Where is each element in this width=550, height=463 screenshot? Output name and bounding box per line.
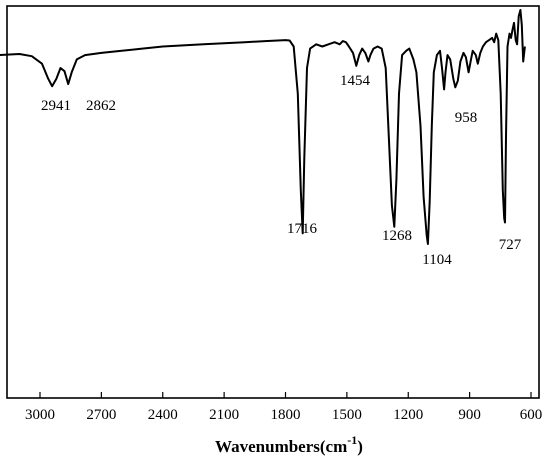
x-tick-label: 2400 — [148, 407, 178, 423]
peak-label: 958 — [455, 110, 478, 126]
x-tick-label: 1200 — [393, 407, 423, 423]
peak-label: 1104 — [422, 252, 452, 268]
x-axis-title: Wavenumbers(cm-1) — [215, 433, 363, 456]
x-tick-label: 900 — [458, 407, 481, 423]
peak-label: 2941 — [41, 98, 71, 114]
x-axis-title-superscript: -1 — [347, 433, 357, 447]
plot-border — [6, 5, 540, 399]
peak-annotations: 2941 2862 1454 1716 1268 1104 958 727 — [41, 73, 522, 268]
x-tick-label: 2100 — [209, 407, 239, 423]
x-axis: 3000 2700 2400 2100 1800 1500 1200 900 600 — [25, 392, 542, 423]
spectrum-line — [0, 9, 526, 245]
spectrum-series — [0, 9, 526, 245]
peak-label: 727 — [499, 237, 522, 253]
x-tick-label: 3000 — [25, 407, 55, 423]
plot-frame — [6, 5, 540, 399]
x-tick-label: 1800 — [271, 407, 301, 423]
x-tick-label: 1500 — [332, 407, 362, 423]
x-axis-title-main: Wavenumbers(cm — [215, 437, 347, 456]
x-tick-label: 600 — [520, 407, 543, 423]
peak-label: 2862 — [86, 98, 116, 114]
x-tick-label: 2700 — [86, 407, 116, 423]
peak-label: 1268 — [382, 228, 412, 244]
x-axis-title-suffix: ) — [357, 437, 363, 456]
peak-label: 1716 — [287, 221, 318, 237]
peak-label: 1454 — [340, 73, 371, 89]
